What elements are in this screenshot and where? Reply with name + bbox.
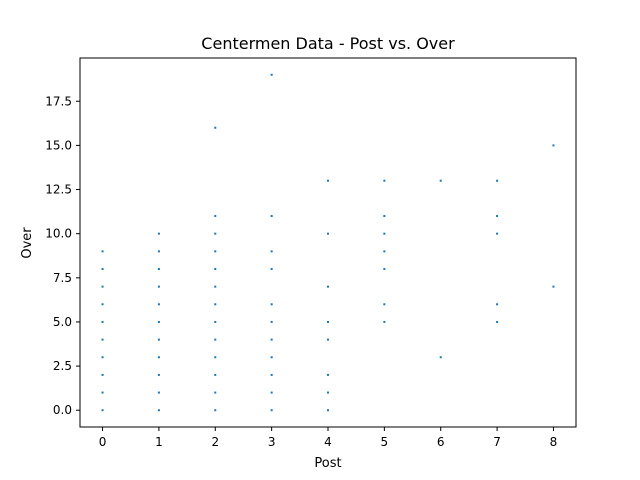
data-point	[327, 338, 329, 341]
data-point	[157, 250, 160, 253]
data-point	[157, 356, 160, 359]
x-tick-label: 5	[381, 435, 389, 449]
y-tick-label: 10.0	[45, 227, 72, 241]
data-point	[270, 356, 273, 359]
data-point	[496, 232, 499, 235]
data-point	[101, 303, 104, 306]
data-point	[383, 303, 386, 306]
data-point	[214, 373, 217, 376]
data-point	[270, 320, 273, 323]
plot-frame	[79, 57, 577, 428]
data-point	[496, 303, 499, 306]
data-point	[327, 285, 329, 288]
data-point	[270, 391, 273, 394]
data-point	[383, 267, 386, 270]
data-points	[101, 73, 555, 412]
data-point	[383, 179, 386, 182]
data-point	[327, 320, 329, 323]
x-tick-label: 2	[211, 435, 219, 449]
data-point	[327, 232, 329, 235]
data-point	[101, 320, 104, 323]
data-point	[101, 250, 104, 253]
data-point	[101, 373, 104, 376]
x-tick-label: 6	[437, 435, 445, 449]
data-point	[270, 409, 273, 412]
x-tick-label: 7	[493, 435, 501, 449]
x-tick-label: 0	[99, 435, 107, 449]
y-tick-label: 17.5	[45, 94, 72, 108]
data-point	[496, 215, 499, 218]
y-tick-label: 0.0	[53, 403, 72, 417]
x-tick-label: 1	[155, 435, 163, 449]
data-point	[157, 391, 160, 394]
data-point	[157, 303, 160, 306]
data-point	[270, 215, 273, 218]
data-point	[214, 267, 217, 270]
y-tick-label: 5.0	[53, 315, 72, 329]
data-point	[157, 409, 160, 412]
data-point	[439, 356, 442, 359]
data-point	[157, 285, 160, 288]
data-point	[383, 215, 386, 218]
data-point	[214, 215, 217, 218]
x-axis: 0 1 2 3 4 5 6 7 8	[99, 427, 558, 449]
data-point	[214, 232, 217, 235]
data-point	[270, 338, 273, 341]
data-point	[270, 250, 273, 253]
data-point	[214, 391, 217, 394]
y-tick-label: 7.5	[53, 271, 72, 285]
data-point	[270, 303, 273, 306]
data-point	[496, 179, 499, 182]
data-point	[214, 356, 217, 359]
data-point	[214, 409, 217, 412]
data-point	[214, 250, 217, 253]
data-point	[327, 179, 329, 182]
data-point	[552, 285, 555, 288]
data-point	[101, 356, 104, 359]
x-tick-label: 3	[268, 435, 276, 449]
x-tick-label: 8	[550, 435, 558, 449]
y-tick-label: 12.5	[45, 183, 72, 197]
data-point	[270, 267, 273, 270]
data-point	[101, 391, 104, 394]
data-point	[383, 250, 386, 253]
data-point	[327, 409, 329, 412]
y-tick-label: 2.5	[53, 359, 72, 373]
y-axis: 0.0 2.5 5.0 7.5 10.0 12.5 15.0 17.5	[45, 94, 80, 417]
data-point	[439, 179, 442, 182]
data-point	[327, 373, 329, 376]
data-point	[214, 303, 217, 306]
data-point	[552, 144, 555, 147]
data-point	[214, 338, 217, 341]
data-point	[157, 320, 160, 323]
y-axis-label: Over	[20, 227, 35, 259]
y-tick-label: 15.0	[45, 138, 72, 152]
data-point	[101, 338, 104, 341]
data-point	[383, 320, 386, 323]
data-point	[214, 320, 217, 323]
data-point	[157, 338, 160, 341]
data-point	[496, 320, 499, 323]
x-tick-label: 4	[324, 435, 332, 449]
data-point	[157, 232, 160, 235]
data-point	[270, 73, 273, 76]
data-point	[157, 267, 160, 270]
data-point	[101, 267, 104, 270]
data-point	[214, 126, 217, 129]
data-point	[214, 285, 217, 288]
data-point	[327, 391, 329, 394]
data-point	[157, 373, 160, 376]
chart-title: Centermen Data - Post vs. Over	[201, 34, 455, 53]
data-point	[383, 232, 386, 235]
data-point	[270, 373, 273, 376]
x-axis-label: Post	[314, 456, 341, 471]
data-point	[101, 409, 104, 412]
data-point	[101, 285, 104, 288]
